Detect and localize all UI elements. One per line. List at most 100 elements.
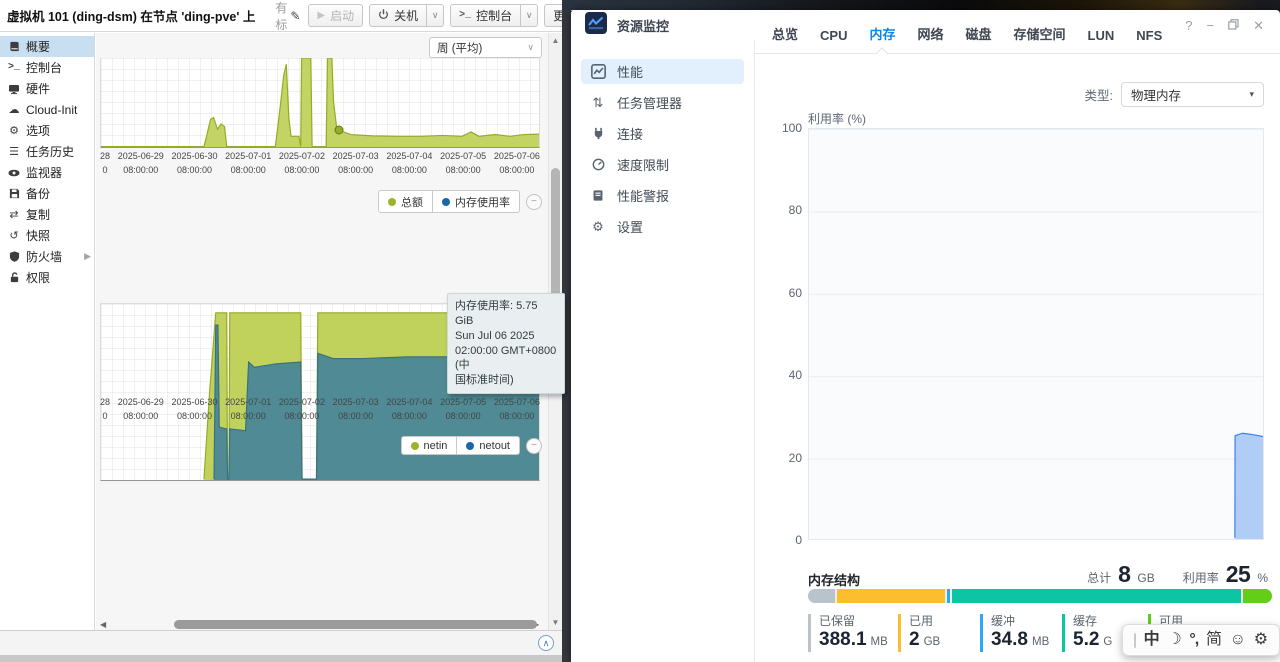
sidebar-item-settings[interactable]: ⚙ 设置 bbox=[581, 214, 744, 239]
tab-memory[interactable]: 内存 bbox=[869, 24, 895, 53]
book-icon bbox=[7, 41, 21, 52]
scroll-down-button[interactable]: ▼ bbox=[551, 618, 560, 627]
memory-bar-segment-已保留 bbox=[808, 589, 835, 603]
network-chart-legend: netin netout − bbox=[400, 436, 542, 455]
sidebar-item-firewall[interactable]: 防火墙 ▶ bbox=[0, 246, 94, 267]
tab-cpu[interactable]: CPU bbox=[820, 28, 848, 43]
horizontal-scrollbar[interactable]: ◀ ▶ bbox=[100, 618, 541, 630]
x-axis-tick: 2025-07-05 08:00:00 bbox=[440, 151, 487, 175]
maximize-button[interactable] bbox=[1228, 18, 1239, 32]
console-dropdown-button[interactable]: ∨ bbox=[521, 4, 539, 27]
tab-disk[interactable]: 磁盘 bbox=[965, 27, 992, 42]
x-axis-tick: 2025-07-06 08:00:00 bbox=[493, 151, 540, 175]
tasks-icon: ⇅ bbox=[592, 94, 604, 110]
memory-chart-legend: 总额 内存使用率 − bbox=[378, 190, 542, 213]
memory-structure-title: 内存结构 bbox=[808, 573, 861, 588]
blue-dot-icon bbox=[442, 197, 450, 206]
x-axis-tick: 2025-06-29 08:00:00 bbox=[117, 397, 164, 421]
memory-type-select[interactable]: 物理内存 ▾ bbox=[1121, 82, 1264, 107]
sidebar-item-permissions[interactable]: 权限 bbox=[0, 267, 94, 288]
sidebar-item-monitor[interactable]: 监视器 bbox=[0, 162, 94, 183]
utilization-unit: % bbox=[1257, 571, 1268, 585]
tab-volume[interactable]: 存储空间 bbox=[1013, 27, 1066, 42]
ime-chinese-mode-button[interactable]: 中 bbox=[1143, 631, 1160, 648]
shutdown-dropdown-button[interactable]: ∨ bbox=[427, 4, 445, 27]
sidebar-item-connections[interactable]: 连接 bbox=[581, 121, 744, 146]
legend-reserved: 已保留 388.1 MB bbox=[808, 614, 898, 652]
legend-total[interactable]: 总额 bbox=[378, 190, 433, 213]
terminal-icon: >_ bbox=[7, 62, 20, 73]
expand-log-panel-button[interactable]: ∧ bbox=[538, 635, 554, 651]
sidebar-item-snapshots[interactable]: ↺ 快照 bbox=[0, 225, 94, 246]
tab-lun[interactable]: LUN bbox=[1087, 28, 1115, 43]
x-axis-tick: 2025-07-04 08:00:00 bbox=[386, 151, 433, 175]
minimize-button[interactable]: − bbox=[1206, 17, 1215, 33]
legend-netin[interactable]: netin bbox=[400, 436, 458, 455]
chevron-down-icon: ∨ bbox=[431, 10, 439, 20]
collapse-chart-button[interactable]: − bbox=[526, 437, 542, 454]
x-axis-tick: 2025-07-02 08:00:00 bbox=[278, 397, 325, 421]
ime-punctuation-button[interactable]: °, bbox=[1189, 631, 1199, 648]
scrollbar-thumb[interactable] bbox=[551, 168, 560, 328]
chevron-down-icon: ∨ bbox=[525, 10, 533, 20]
window-controls: ? − ✕ bbox=[1185, 19, 1264, 32]
x-axis-tick: 2025-07-05 08:00:00 bbox=[440, 397, 487, 421]
start-button[interactable]: ▶ 启动 bbox=[308, 4, 364, 27]
tab-nfs[interactable]: NFS bbox=[1136, 28, 1163, 43]
sidebar-item-speed-limit[interactable]: 速度限制 bbox=[581, 152, 744, 177]
copy-icon: ⇄ bbox=[9, 209, 19, 221]
play-icon: ▶ bbox=[317, 10, 326, 21]
ime-settings-button[interactable]: ⚙ bbox=[1253, 631, 1269, 648]
scroll-up-button[interactable]: ▲ bbox=[551, 36, 560, 45]
ime-handle[interactable] bbox=[1133, 632, 1136, 648]
chevron-up-icon: ∧ bbox=[542, 637, 550, 648]
memory-totals: 总计 8 GB 利用率 25 % bbox=[1087, 561, 1268, 588]
legend-netout[interactable]: netout bbox=[456, 436, 520, 455]
y-tick: 60 bbox=[788, 286, 802, 300]
memory-type-row: 类型: 物理内存 ▾ bbox=[1085, 82, 1264, 107]
window-titlebar[interactable]: 资源监控 ? − ✕ bbox=[571, 10, 1280, 40]
sidebar-item-task-manager[interactable]: ⇅ 任务管理器 bbox=[581, 90, 744, 115]
resource-monitor-app-icon bbox=[585, 11, 607, 39]
gear-icon: ⚙ bbox=[9, 125, 19, 137]
sidebar-item-replication[interactable]: ⇄ 复制 bbox=[0, 204, 94, 225]
x-axis-tick: 2025-07-06 08:00:00 bbox=[493, 397, 540, 421]
sidebar-item-options[interactable]: ⚙ 选项 bbox=[0, 120, 94, 141]
sidebar-item-performance[interactable]: 性能 bbox=[581, 59, 744, 84]
sidebar-item-hardware[interactable]: 硬件 bbox=[0, 78, 94, 99]
sidebar-item-task-history[interactable]: ☰ 任务历史 bbox=[0, 141, 94, 162]
ime-simplified-button[interactable]: 简 bbox=[1205, 631, 1222, 648]
list-icon: ☰ bbox=[9, 146, 19, 158]
help-button[interactable]: ? bbox=[1185, 17, 1193, 33]
shutdown-split-button: 关机 ∨ bbox=[369, 4, 445, 27]
scrollbar-thumb[interactable] bbox=[174, 620, 537, 629]
shutdown-button[interactable]: 关机 bbox=[369, 4, 428, 27]
pencil-icon: ✎ bbox=[290, 8, 301, 23]
type-label: 类型: bbox=[1084, 89, 1113, 103]
sidebar-item-cloud-init[interactable]: ☁ Cloud-Init bbox=[8, 102, 78, 117]
cpu-usage-chart[interactable] bbox=[100, 58, 540, 148]
ime-emoji-button[interactable]: ☺ bbox=[1229, 631, 1247, 648]
memory-chart-x-axis: 28 0 2025-06-29 08:00:00 2025-06-30 08:00:00 2… bbox=[100, 396, 540, 426]
x-axis-tick: 2025-07-03 08:00:00 bbox=[332, 151, 379, 175]
tab-network[interactable]: 网络 bbox=[917, 27, 944, 42]
legend-buffer: 缓冲 34.8 MB bbox=[980, 614, 1062, 652]
sidebar-item-performance-alarm[interactable]: 性能警报 bbox=[581, 183, 744, 208]
console-button[interactable]: >_ 控制台 bbox=[450, 4, 522, 27]
collapse-chart-button[interactable]: − bbox=[526, 193, 542, 210]
legend-memory-usage[interactable]: 内存使用率 bbox=[432, 190, 520, 213]
sidebar-item-backup[interactable]: 备份 bbox=[0, 183, 94, 204]
memory-utilization-chart[interactable] bbox=[808, 128, 1264, 540]
sidebar-item-summary[interactable]: 概要 bbox=[0, 36, 94, 57]
period-select[interactable]: 周 (平均) ∨ bbox=[429, 37, 542, 58]
ime-fullwidth-moon-button[interactable]: ☽ bbox=[1167, 631, 1182, 648]
y-tick: 80 bbox=[788, 203, 802, 217]
close-button[interactable]: ✕ bbox=[1253, 17, 1264, 33]
scroll-left-button[interactable]: ◀ bbox=[100, 620, 107, 629]
y-axis-label: 利用率 (%) bbox=[808, 112, 866, 126]
sidebar-item-console[interactable]: >_ 控制台 bbox=[7, 61, 63, 75]
terminal-icon: >_ bbox=[459, 10, 472, 21]
tab-overview[interactable]: 总览 bbox=[772, 27, 799, 42]
y-tick: 100 bbox=[781, 121, 802, 135]
x-axis-tick: 2025-07-03 08:00:00 bbox=[332, 397, 379, 421]
